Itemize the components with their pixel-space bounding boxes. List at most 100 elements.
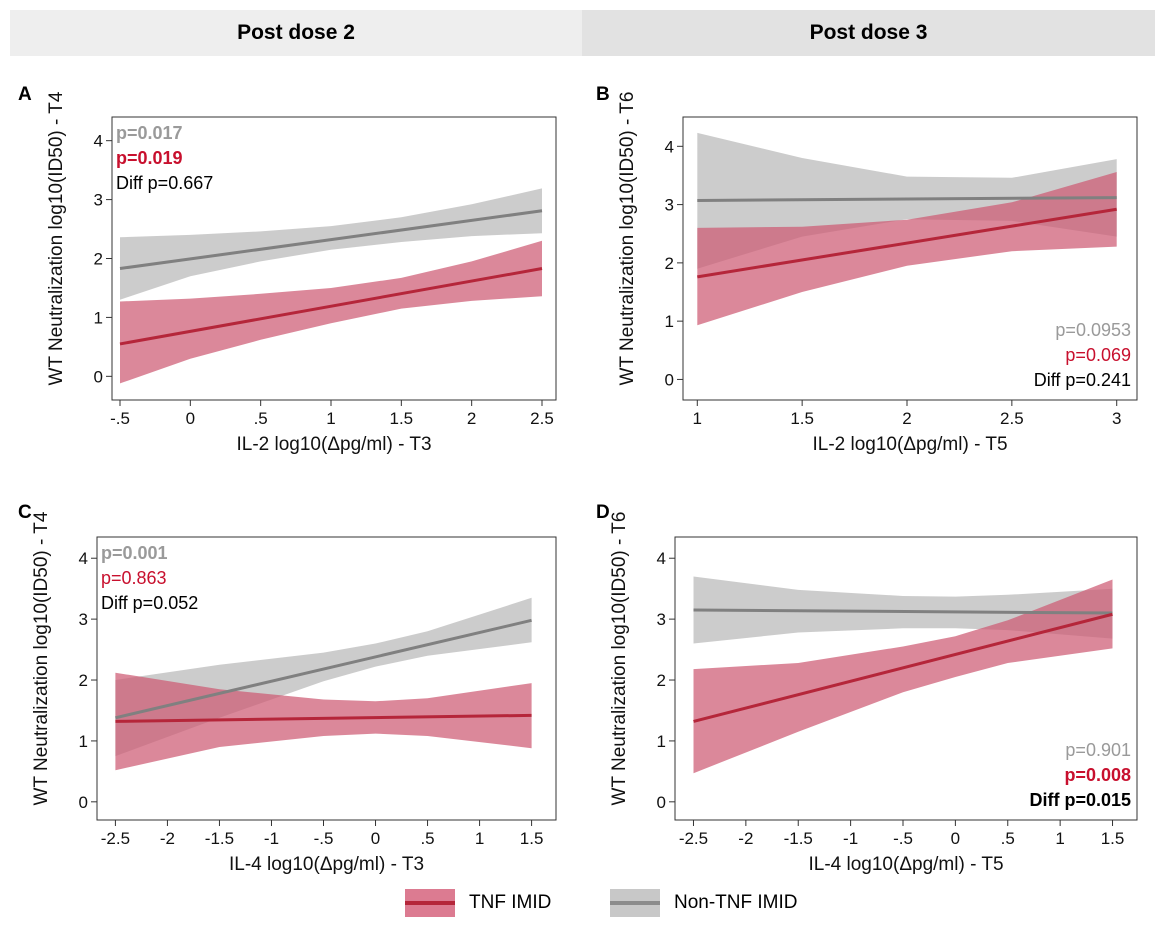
panel-d-y-tick-label: 1 xyxy=(657,732,666,751)
panel-a-y-tick-label: 0 xyxy=(94,367,103,386)
panel-c-pvalue-annotation: p=0.863 xyxy=(101,568,167,588)
panel-c-pvalue-annotation: p=0.001 xyxy=(101,543,168,563)
panel-a-ci-band-non-tnf xyxy=(120,188,542,300)
legend-item-non-tnf-imid: Non-TNF IMID xyxy=(610,888,798,918)
header-post-dose-2: Post dose 2 xyxy=(10,10,582,56)
panel-c-y-tick-label: 3 xyxy=(79,610,88,629)
panel-a: -.5 0 .5 1 1.5 2 2.5 0 1 2 3 4 IL-2 log10(Δpg/ml) - … xyxy=(18,84,557,455)
panel-c-y-tick-label: 1 xyxy=(79,732,88,751)
panel-d-x-tick-label: -1 xyxy=(843,829,858,848)
panel-a-y-tick-label: 4 xyxy=(94,132,103,151)
panel-d-x-tick-label: -1.5 xyxy=(784,829,813,848)
panel-c-y-axis-label: WT Neutralization log10(ID50) - T4 xyxy=(31,511,52,805)
panel-c-x-tick-label: 1.5 xyxy=(520,829,544,848)
panel-c-x-tick-label: -2.5 xyxy=(101,829,130,848)
panel-d-x-tick-label: -.5 xyxy=(893,829,913,848)
panel-a-y-axis-label: WT Neutralization log10(ID50) - T4 xyxy=(46,91,67,385)
legend-item-tnf-imid: TNF IMID xyxy=(405,888,551,918)
panel-d-ci-band-tnf xyxy=(693,579,1113,774)
legend-label-tnf-imid: TNF IMID xyxy=(469,892,552,913)
legend-label-non-tnf-imid: Non-TNF IMID xyxy=(674,892,798,913)
panel-a-x-tick-label: -.5 xyxy=(110,409,130,428)
panel-b-y-tick-label: 2 xyxy=(665,254,674,273)
panel-a-pvalue-annotation: p=0.017 xyxy=(116,123,183,143)
panel-c-x-tick-label: -1 xyxy=(264,829,279,848)
panel-a-fit-line-non-tnf xyxy=(119,209,543,271)
panel-b-y-axis-label: WT Neutralization log10(ID50) - T6 xyxy=(617,92,638,386)
header-post-dose-3: Post dose 3 xyxy=(582,10,1155,56)
panel-c-x-tick-label: -.5 xyxy=(314,829,334,848)
legend-swatch-non-tnf-imid xyxy=(610,889,660,917)
panel-b-y-tick-label: 0 xyxy=(665,370,674,389)
panel-c-y-tick-label: 2 xyxy=(79,671,88,690)
panel-d-x-tick-label: 1 xyxy=(1055,829,1064,848)
header-post-dose-2-label: Post dose 2 xyxy=(237,21,355,44)
panel-a-y-tick-label: 1 xyxy=(94,308,103,327)
panel-b: 1 1.5 2 2.5 3 0 1 2 3 4 IL-2 log10(Δpg/ml) - T5 WT … xyxy=(596,84,1138,455)
panel-b-x-tick-label: 2.5 xyxy=(1000,409,1024,428)
panel-a-y-tick-label: 3 xyxy=(94,191,103,210)
panel-c-fit-line-non-tnf xyxy=(115,618,532,720)
panel-d-y-tick-label: 3 xyxy=(657,610,666,629)
panel-a-x-tick-label: 2.5 xyxy=(530,409,554,428)
panel-b-fit-line-tnf xyxy=(697,207,1117,279)
legend-swatch-tnf-imid xyxy=(405,889,455,917)
panel-c: -2.5 -2 -1.5 -1 -.5 0 .5 1 1.5 0 1 2 3 4 IL-4 log10(Δp… xyxy=(18,502,557,875)
panel-a-letter: A xyxy=(18,84,32,105)
panel-a-x-tick-label: 1 xyxy=(326,409,335,428)
panel-b-x-tick-label: 1.5 xyxy=(790,409,814,428)
panel-b-fit-line-non-tnf xyxy=(697,196,1117,203)
panel-a-x-tick-label: 0 xyxy=(186,409,195,428)
panel-c-x-tick-label: -1.5 xyxy=(205,829,234,848)
panel-c-ci-band-tnf xyxy=(115,672,532,771)
legend-line-tnf-imid xyxy=(405,901,455,905)
panel-d-pvalue-annotation: p=0.901 xyxy=(1065,740,1131,760)
panel-d-y-axis-label: WT Neutralization log10(ID50) - T6 xyxy=(609,512,630,806)
panel-d-pvalue-annotation: Diff p=0.015 xyxy=(1029,790,1131,810)
panel-d-y-tick-label: 2 xyxy=(657,671,666,690)
panel-c-x-tick-label: 1 xyxy=(475,829,484,848)
legend: TNF IMID Non-TNF IMID xyxy=(0,888,1165,918)
panel-a-x-tick-label: .5 xyxy=(254,409,268,428)
panel-d-x-tick-label: 0 xyxy=(951,829,960,848)
panel-b-ci-band-tnf xyxy=(697,172,1117,326)
panel-b-y-tick-label: 1 xyxy=(665,312,674,331)
panel-d-letter: D xyxy=(596,502,610,523)
panel-d-x-tick-label: -2.5 xyxy=(679,829,708,848)
panel-c-pvalue-annotation: Diff p=0.052 xyxy=(101,593,198,613)
panel-c-x-axis-label: IL-4 log10(Δpg/ml) - T3 xyxy=(229,854,424,875)
panel-b-letter: B xyxy=(596,84,610,105)
panel-d-fit-line-tnf xyxy=(693,612,1113,723)
panel-d-fit-line-non-tnf xyxy=(693,608,1113,615)
panel-b-y-tick-label: 4 xyxy=(665,137,674,156)
panel-d-x-tick-label: 1.5 xyxy=(1101,829,1125,848)
panel-b-x-tick-label: 2 xyxy=(902,409,911,428)
panel-d-x-axis-label: IL-4 log10(Δpg/ml) - T5 xyxy=(808,854,1003,875)
panel-c-x-tick-label: 0 xyxy=(371,829,380,848)
panel-b-x-tick-label: 1 xyxy=(693,409,702,428)
panel-a-fit-line-tnf xyxy=(119,267,543,346)
panel-a-y-tick-label: 2 xyxy=(94,250,103,269)
panel-d-y-tick-label: 4 xyxy=(657,549,666,568)
panel-b-pvalue-annotation: Diff p=0.241 xyxy=(1034,370,1131,390)
panel-b-x-axis-label: IL-2 log10(Δpg/ml) - T5 xyxy=(812,434,1007,455)
panel-c-x-tick-label: -2 xyxy=(160,829,175,848)
panel-a-x-tick-label: 1.5 xyxy=(390,409,414,428)
panel-b-pvalue-annotation: p=0.069 xyxy=(1065,345,1131,365)
panel-b-x-tick-label: 3 xyxy=(1112,409,1121,428)
panel-d-x-tick-label: -2 xyxy=(738,829,753,848)
panel-d: -2.5 -2 -1.5 -1 -.5 0 .5 1 1.5 0 1 2 3 4 IL-4 log10(Δp… xyxy=(596,502,1138,875)
panel-d-y-tick-label: 0 xyxy=(657,793,666,812)
panel-a-ci-band-tnf xyxy=(120,240,542,384)
panel-a-x-tick-label: 2 xyxy=(467,409,476,428)
panel-c-fit-line-tnf xyxy=(115,713,532,723)
panel-c-letter: C xyxy=(18,502,32,523)
header-post-dose-3-label: Post dose 3 xyxy=(809,21,928,44)
panel-a-pvalue-annotation: p=0.019 xyxy=(116,148,183,168)
legend-line-non-tnf-imid xyxy=(610,901,660,905)
panel-c-x-tick-label: .5 xyxy=(420,829,434,848)
panel-a-pvalue-annotation: Diff p=0.667 xyxy=(116,173,213,193)
panel-d-x-tick-label: .5 xyxy=(1001,829,1015,848)
panel-b-y-tick-label: 3 xyxy=(665,196,674,215)
